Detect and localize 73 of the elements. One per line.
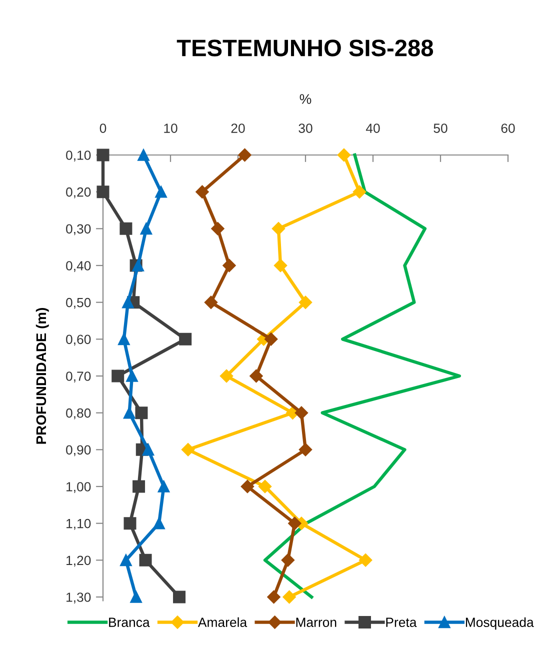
chart-title: TESTEMUNHO SIS-288 — [176, 40, 434, 56]
point — [132, 480, 146, 493]
point — [139, 554, 152, 566]
y-tick-label: 0,90 — [66, 445, 91, 456]
y-tick-label: 0,80 — [66, 408, 91, 420]
point — [211, 222, 224, 236]
y-tick-label: 1,30 — [66, 592, 91, 604]
point — [282, 590, 296, 604]
point — [173, 590, 186, 604]
point — [220, 369, 234, 383]
y-tick-label: 0,40 — [66, 261, 91, 272]
point — [258, 480, 272, 494]
y-tick-label: 1,10 — [66, 518, 91, 530]
point — [112, 370, 124, 382]
x-axis-title: % — [300, 94, 312, 104]
legend-label: Branca — [109, 618, 150, 628]
point — [130, 591, 142, 603]
legend-label: Amarela — [198, 617, 248, 628]
point — [158, 480, 170, 492]
x-tick-label: 40 — [366, 124, 380, 133]
x-tick-label: 50 — [434, 124, 448, 133]
point — [281, 554, 295, 567]
point — [120, 554, 132, 566]
x-tick-label: 30 — [298, 124, 312, 133]
point — [298, 443, 312, 456]
point — [179, 332, 192, 346]
point — [358, 554, 372, 567]
point — [238, 148, 252, 162]
point — [120, 222, 132, 235]
point — [126, 370, 138, 382]
point — [274, 258, 288, 272]
point — [240, 480, 254, 494]
point — [181, 443, 195, 456]
x-tick-label: 0 — [100, 124, 106, 133]
y-tick-label: 0,20 — [66, 187, 91, 198]
point — [337, 148, 351, 162]
y-axis-title: PROFUNDIDADE (m) — [36, 308, 49, 444]
y-tick-label: 0,60 — [66, 334, 91, 346]
point — [267, 590, 280, 604]
x-tick-label: 60 — [501, 124, 515, 133]
point — [132, 260, 144, 272]
x-tick-label: 10 — [164, 124, 178, 133]
point — [135, 406, 148, 420]
point — [118, 333, 130, 346]
x-tick-label: 20 — [231, 124, 245, 133]
legend-label: Mosqueada — [466, 617, 534, 630]
point — [96, 186, 110, 198]
y-tick-label: 0,70 — [66, 372, 91, 382]
point — [138, 149, 150, 161]
point — [140, 222, 152, 235]
point — [124, 517, 136, 530]
point — [294, 406, 308, 420]
point — [204, 296, 218, 309]
y-tick-label: 0,50 — [66, 298, 91, 309]
point — [272, 222, 286, 236]
point — [222, 258, 236, 272]
point — [155, 186, 167, 198]
y-tick-label: 1,20 — [66, 556, 91, 567]
point — [352, 185, 366, 198]
y-tick-label: 1,00 — [66, 482, 91, 493]
point — [196, 185, 209, 198]
legend-label: Preta — [386, 618, 417, 628]
point — [123, 406, 136, 419]
point — [298, 296, 312, 309]
point — [122, 296, 134, 308]
point — [288, 516, 302, 530]
point — [153, 517, 165, 530]
point — [142, 444, 154, 456]
legend-label: Marron — [296, 618, 336, 628]
point — [250, 369, 263, 383]
y-tick-label: 0,30 — [66, 224, 91, 236]
y-tick-label: 0,10 — [66, 150, 91, 162]
point — [264, 332, 278, 346]
